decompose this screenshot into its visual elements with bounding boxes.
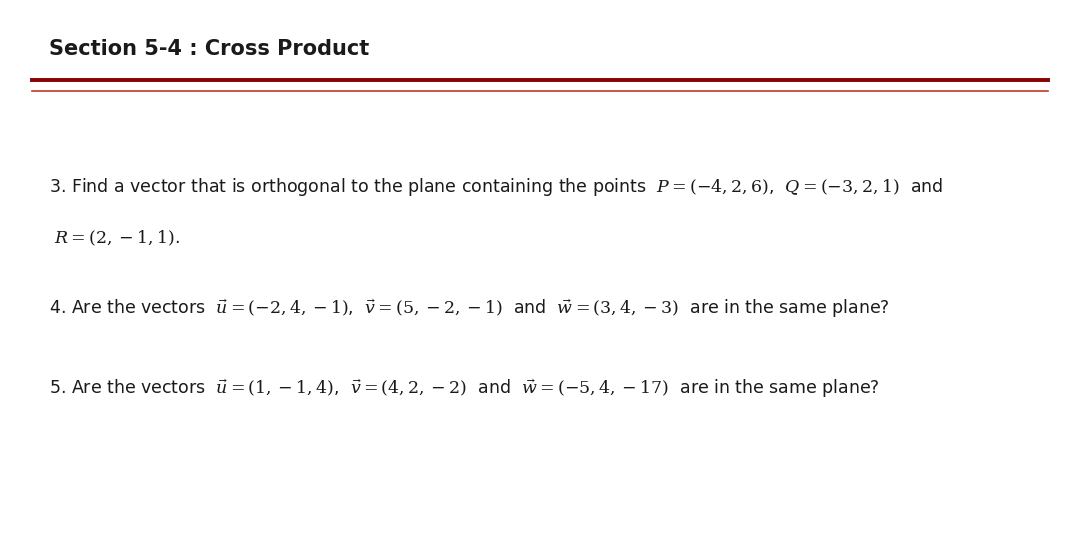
Text: 4. Are the vectors  $\vec{u}=(-2,4,-1)$,  $\vec{v}=(5,-2,-1)$  and  $\vec{w}=(3,: 4. Are the vectors $\vec{u}=(-2,4,-1)$, …	[49, 298, 890, 320]
Text: 5. Are the vectors  $\vec{u}=(1,-1,4)$,  $\vec{v}=(4,2,-2)$  and  $\vec{w}=(-5,4: 5. Are the vectors $\vec{u}=(1,-1,4)$, $…	[49, 377, 879, 400]
Text: 3. Find a vector that is orthogonal to the plane containing the points  $P=(-4,2: 3. Find a vector that is orthogonal to t…	[49, 176, 943, 198]
Text: Section 5-4 : Cross Product: Section 5-4 : Cross Product	[49, 39, 369, 58]
Text: $R=(2,-1,1)$.: $R=(2,-1,1)$.	[49, 229, 179, 248]
